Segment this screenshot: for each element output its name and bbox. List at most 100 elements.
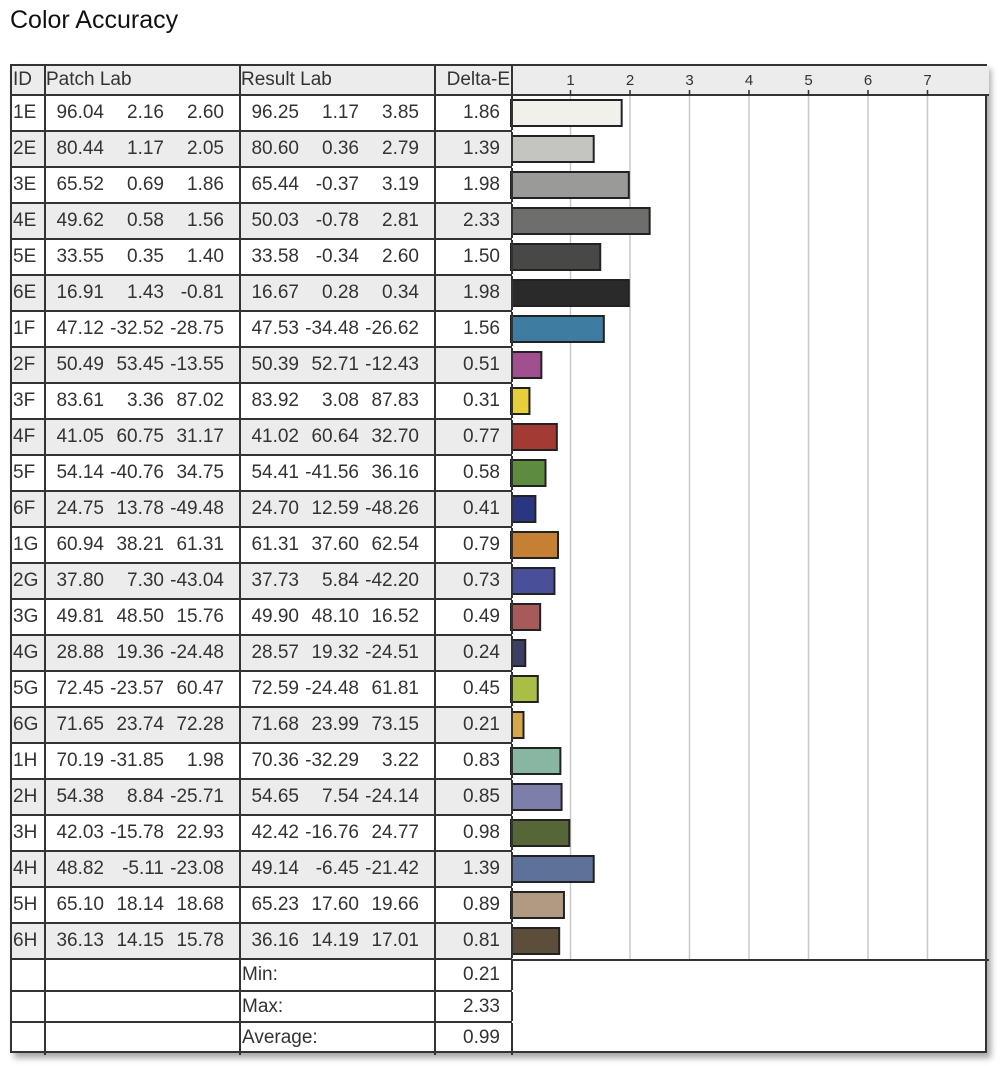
delta-e-value: 0.79	[436, 528, 513, 562]
lab-value: 3.22	[382, 750, 419, 771]
tick-label: 6	[864, 72, 872, 89]
patch-lab: 65.10 18.14 18.68	[46, 888, 241, 922]
bar-2H	[510, 783, 563, 811]
lab-value: 73.15	[371, 714, 419, 735]
patch-id: 4G	[12, 636, 46, 670]
lab-value: 8.84	[127, 786, 164, 807]
summary-row: Average: 0.99	[12, 1023, 513, 1055]
table-row: 3F 83.61 3.36 87.02 83.92 3.08 87.83 0.31	[12, 384, 513, 420]
lab-value: -42.20	[365, 570, 419, 591]
table-row: 5G 72.45 -23.57 60.47 72.59 -24.48 61.81 0.4…	[12, 672, 513, 708]
table-row: 3G 49.81 48.50 15.76 49.90 48.10 16.52 0.49	[12, 600, 513, 636]
patch-id: 2E	[12, 132, 46, 166]
delta-e-value: 0.83	[436, 744, 513, 778]
result-lab: 33.58 -0.34 2.60	[241, 240, 436, 274]
tick-label: 1	[566, 72, 574, 89]
lab-value: 50.39	[251, 354, 299, 375]
lab-value: 42.03	[56, 822, 104, 843]
table-row: 4F 41.05 60.75 31.17 41.02 60.64 32.70 0.77	[12, 420, 513, 456]
patch-id: 3G	[12, 600, 46, 634]
lab-value: 2.16	[127, 102, 164, 123]
lab-value: 16.91	[56, 282, 104, 303]
table-row: 1F 47.12 -32.52 -28.75 47.53 -34.48 -26.62 1…	[12, 312, 513, 348]
patch-id: 2G	[12, 564, 46, 598]
result-lab: 83.92 3.08 87.83	[241, 384, 436, 418]
lab-value: 15.78	[176, 930, 224, 951]
lab-value: -32.52	[110, 318, 164, 339]
lab-value: -26.62	[365, 318, 419, 339]
lab-value: -48.26	[365, 498, 419, 519]
lab-value: 87.83	[371, 390, 419, 411]
bar-3H	[510, 819, 571, 847]
lab-value: 2.79	[382, 138, 419, 159]
patch-lab: 70.19 -31.85 1.98	[46, 744, 241, 778]
delta-e-value: 0.73	[436, 564, 513, 598]
lab-value: -25.71	[170, 786, 224, 807]
patch-lab: 50.49 53.45 -13.55	[46, 348, 241, 382]
patch-id: 5G	[12, 672, 46, 706]
delta-e-value: 1.86	[436, 96, 513, 130]
lab-value: 65.10	[56, 894, 104, 915]
bar-2E	[510, 135, 595, 163]
lab-value: 0.35	[127, 246, 164, 267]
patch-id: 3H	[12, 816, 46, 850]
lab-value: 12.59	[311, 498, 359, 519]
lab-value: 0.36	[322, 138, 359, 159]
delta-e-value: 1.98	[436, 276, 513, 310]
lab-value: 14.19	[311, 930, 359, 951]
patch-lab: 36.13 14.15 15.78	[46, 924, 241, 958]
lab-value: 49.81	[56, 606, 104, 627]
table-row: 2G 37.80 7.30 -43.04 37.73 5.84 -42.20 0.73	[12, 564, 513, 600]
result-lab: 16.67 0.28 0.34	[241, 276, 436, 310]
lab-value: 61.31	[251, 534, 299, 555]
delta-e-value: 0.49	[436, 600, 513, 634]
patch-lab: 60.94 38.21 61.31	[46, 528, 241, 562]
lab-value: -5.11	[122, 858, 164, 879]
result-lab: 61.31 37.60 62.54	[241, 528, 436, 562]
tick-label: 4	[745, 72, 753, 89]
table-row: 3H 42.03 -15.78 22.93 42.42 -16.76 24.77 0.9…	[12, 816, 513, 852]
lab-value: 28.88	[56, 642, 104, 663]
table-row: 2E 80.44 1.17 2.05 80.60 0.36 2.79 1.39	[12, 132, 513, 168]
header-result-lab: Result Lab	[241, 66, 436, 94]
patch-lab: 49.62 0.58 1.56	[46, 204, 241, 238]
lab-value: 7.30	[127, 570, 164, 591]
lab-value: -13.55	[170, 354, 224, 375]
lab-value: -15.78	[110, 822, 164, 843]
lab-value: 28.57	[251, 642, 299, 663]
lab-value: 7.54	[322, 786, 359, 807]
lab-value: 1.56	[187, 210, 224, 231]
summary-value: 0.21	[436, 960, 513, 990]
lab-value: 60.75	[116, 426, 164, 447]
lab-value: 32.70	[371, 426, 419, 447]
lab-value: 41.05	[56, 426, 104, 447]
lab-value: 1.43	[127, 282, 164, 303]
bar-5E	[510, 243, 602, 271]
lab-value: 72.28	[176, 714, 224, 735]
result-lab: 42.42 -16.76 24.77	[241, 816, 436, 850]
patch-id: 5F	[12, 456, 46, 490]
patch-lab: 41.05 60.75 31.17	[46, 420, 241, 454]
patch-lab: 16.91 1.43 -0.81	[46, 276, 241, 310]
lab-value: 3.08	[322, 390, 359, 411]
table-row: 6G 71.65 23.74 72.28 71.68 23.99 73.15 0.21	[12, 708, 513, 744]
header-patch-lab: Patch Lab	[46, 66, 241, 94]
lab-value: 0.34	[382, 282, 419, 303]
result-lab: 65.44 -0.37 3.19	[241, 168, 436, 202]
summary-row: Max: 2.33	[12, 991, 513, 1023]
lab-value: 62.54	[371, 534, 419, 555]
bar-1F	[510, 315, 605, 343]
bar-5H	[510, 891, 565, 919]
lab-value: -28.75	[170, 318, 224, 339]
lab-value: 70.19	[56, 750, 104, 771]
lab-value: 71.65	[56, 714, 104, 735]
delta-e-value: 1.98	[436, 168, 513, 202]
lab-value: 2.60	[382, 246, 419, 267]
delta-e-value: 0.81	[436, 924, 513, 958]
lab-value: 3.85	[382, 102, 419, 123]
result-lab: 24.70 12.59 -48.26	[241, 492, 436, 526]
lab-value: -24.48	[305, 678, 359, 699]
lab-value: -40.76	[110, 462, 164, 483]
lab-value: 37.60	[311, 534, 359, 555]
patch-id: 4F	[12, 420, 46, 454]
